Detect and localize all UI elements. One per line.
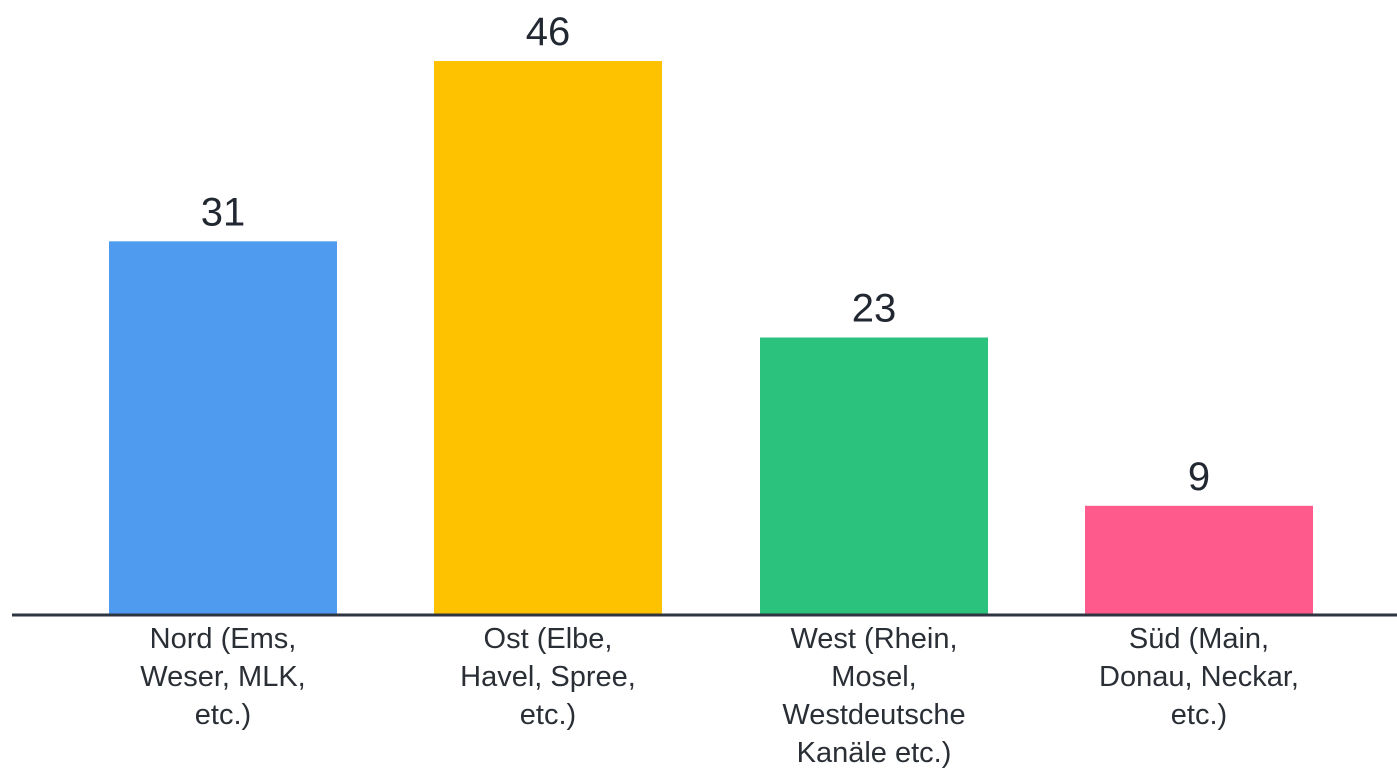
- category-labels-layer: Nord (Ems, Weser, MLK, etc.) Ost (Elbe, Have…: [140, 623, 1299, 769]
- value-labels-layer: 31 46 23 9: [201, 10, 1210, 499]
- bar-1: [434, 61, 662, 614]
- bar-3: [1085, 505, 1313, 614]
- value-label-1: 46: [526, 10, 571, 54]
- value-label-0: 31: [201, 190, 246, 234]
- category-label-2-line-1: Mosel,: [831, 661, 916, 693]
- category-label-1-line-2: etc.): [520, 699, 576, 731]
- value-label-3: 9: [1188, 455, 1210, 499]
- category-label-0-line-0: Nord (Ems,: [150, 623, 297, 655]
- category-label-0-line-2: etc.): [195, 699, 251, 731]
- category-label-2-line-3: Kanäle etc.): [797, 737, 952, 769]
- category-label-1-line-0: Ost (Elbe,: [484, 623, 613, 655]
- bar-0: [109, 241, 337, 614]
- category-label-0-line-1: Weser, MLK,: [140, 661, 305, 693]
- category-label-3-line-2: etc.): [1171, 699, 1227, 731]
- category-label-3-line-0: Süd (Main,: [1129, 623, 1269, 655]
- value-label-2: 23: [852, 287, 897, 331]
- category-label-1-line-1: Havel, Spree,: [460, 661, 636, 693]
- bar-2: [760, 337, 988, 614]
- bars-layer: [109, 61, 1313, 614]
- category-label-3-line-1: Donau, Neckar,: [1099, 661, 1299, 693]
- category-label-2-line-0: West (Rhein,: [790, 623, 957, 655]
- category-label-2-line-2: Westdeutsche: [782, 699, 965, 731]
